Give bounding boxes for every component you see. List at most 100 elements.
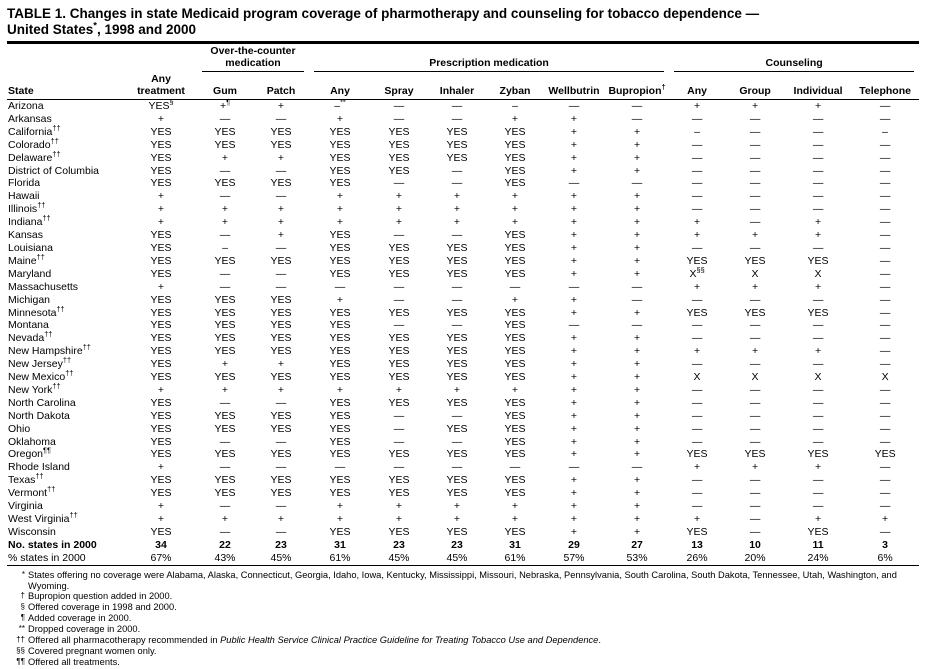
coverage-cell: —	[749, 396, 761, 409]
summary-row-label: No. states in 2000	[8, 538, 97, 551]
group-header: Prescription medication	[309, 43, 669, 72]
summary-value: 10	[749, 538, 761, 551]
coverage-cell: —	[691, 151, 703, 164]
coverage-cell: +	[395, 500, 403, 513]
summary-value: 27	[631, 538, 643, 551]
coverage-cell: YES	[446, 525, 468, 538]
state-name: District of Columbia	[8, 164, 100, 177]
footnote-text: Dropped coverage in 2000.	[28, 624, 141, 635]
coverage-cell: +	[395, 513, 403, 525]
coverage-cell: YES	[446, 396, 468, 409]
coverage-cell: +	[511, 383, 519, 396]
coverage-cell: YES	[270, 371, 292, 384]
summary-row: % states in 2000 67% 43% 45% 61% 45% 45% 61% 57%…	[7, 552, 919, 565]
coverage-cell: —	[749, 293, 761, 306]
coverage-cell: —	[691, 241, 703, 254]
coverage-cell: +	[336, 513, 344, 525]
state-name: New York††	[8, 381, 61, 396]
coverage-cell: YES	[807, 254, 829, 267]
coverage-cell: —	[812, 177, 824, 190]
coverage-cell: YES	[270, 293, 292, 306]
coverage-cell: +	[570, 241, 578, 254]
footnote: ¶¶ Offered all treatments.	[7, 657, 919, 668]
state-row: Nevada†† YES YES YES YES YES YES YES + + — — — —	[7, 331, 919, 345]
coverage-cell: +	[157, 216, 165, 229]
coverage-cell: YES	[388, 125, 410, 138]
summary-value: 23	[393, 538, 405, 551]
state-name: West Virginia††	[8, 510, 78, 525]
column-header: Any	[669, 72, 726, 100]
footnote-marker: †	[20, 591, 25, 601]
summary-value: 61%	[329, 551, 351, 564]
state-row: New Mexico†† YES YES YES YES YES YES YES + + X X X X	[7, 369, 919, 384]
coverage-cell: +	[633, 396, 641, 409]
coverage-cell: YES	[874, 448, 896, 461]
coverage-cell: —	[812, 125, 824, 138]
coverage-cell: YES	[150, 306, 172, 319]
coverage-cell: YES	[388, 332, 410, 345]
coverage-cell: +	[693, 100, 701, 112]
coverage-cell: +	[570, 151, 578, 164]
coverage-cell: –	[694, 125, 700, 138]
coverage-cell: —	[812, 190, 824, 203]
coverage-cell: YES	[214, 138, 236, 151]
coverage-cell: —	[451, 177, 463, 190]
column-header: Spray	[371, 72, 427, 100]
coverage-cell: YES	[504, 164, 526, 177]
coverage-cell: YES	[504, 358, 526, 371]
coverage-cell: —	[275, 112, 287, 125]
coverage-cell: —	[691, 409, 703, 422]
coverage-cell: —	[219, 267, 231, 280]
footnote-marker: §	[20, 602, 25, 612]
state-name: North Carolina	[8, 396, 76, 409]
state-name: New Jersey††	[8, 355, 72, 371]
coverage-cell: +	[633, 164, 641, 177]
coverage-cell: YES	[329, 525, 351, 538]
coverage-cell: —	[749, 164, 761, 177]
coverage-cell: YES	[214, 332, 236, 345]
column-header: Gum	[197, 72, 253, 100]
coverage-cell: —	[879, 241, 891, 254]
coverage-cell: YES	[150, 409, 172, 422]
coverage-cell: YES	[446, 151, 468, 164]
coverage-cell: —	[568, 461, 580, 474]
coverage-cell: +	[693, 461, 701, 474]
coverage-cell: —	[879, 474, 891, 487]
coverage-cell: YES	[807, 448, 829, 461]
coverage-cell: YES	[270, 474, 292, 487]
coverage-cell: +	[395, 216, 403, 229]
coverage-cell: X	[881, 371, 889, 384]
footnote-marker: §§	[16, 645, 25, 655]
coverage-cell: +	[336, 112, 344, 125]
coverage-cell: YES	[329, 358, 351, 371]
coverage-cell: —	[812, 293, 824, 306]
column-header-row: State Any treatment Gum Patch Any Spray Inhaler…	[7, 72, 920, 100]
coverage-cell: —	[879, 254, 891, 267]
coverage-cell: +	[453, 383, 461, 396]
coverage-cell: +	[570, 216, 578, 229]
coverage-cell: —	[691, 164, 703, 177]
state-row: California†† YES YES YES YES YES YES YES + + – — — –	[7, 124, 919, 139]
state-row: Arizona YES§ +¶ + –** — — – — — + + + —	[7, 98, 919, 113]
coverage-cell: +	[277, 358, 285, 371]
coverage-cell: +	[453, 203, 461, 216]
state-row: Oregon¶¶ YES YES YES YES YES YES YES + + YES YES YES…	[7, 447, 919, 461]
coverage-cell: +	[633, 190, 641, 203]
coverage-cell: —	[879, 293, 891, 306]
coverage-cell: —	[393, 293, 405, 306]
coverage-cell: —	[749, 474, 761, 487]
coverage-cell: YES	[270, 448, 292, 461]
state-row: Texas†† YES YES YES YES YES YES YES + + — — — —	[7, 473, 919, 487]
summary-value: 3	[882, 538, 888, 551]
group-header-spacer	[7, 43, 197, 73]
state-name: Indiana††	[8, 213, 51, 229]
coverage-cell: YES	[446, 332, 468, 345]
coverage-cell: YES	[329, 125, 351, 138]
coverage-cell: YES	[214, 422, 236, 435]
state-name: Oklahoma	[8, 435, 56, 448]
coverage-cell: +	[693, 280, 701, 293]
footnote: †† Offered all pharmacotherapy recommende…	[7, 635, 919, 646]
state-row: Colorado†† YES YES YES YES YES YES YES + + — — — —	[7, 137, 919, 152]
coverage-cell: —	[879, 319, 891, 332]
coverage-cell: +	[633, 306, 641, 319]
